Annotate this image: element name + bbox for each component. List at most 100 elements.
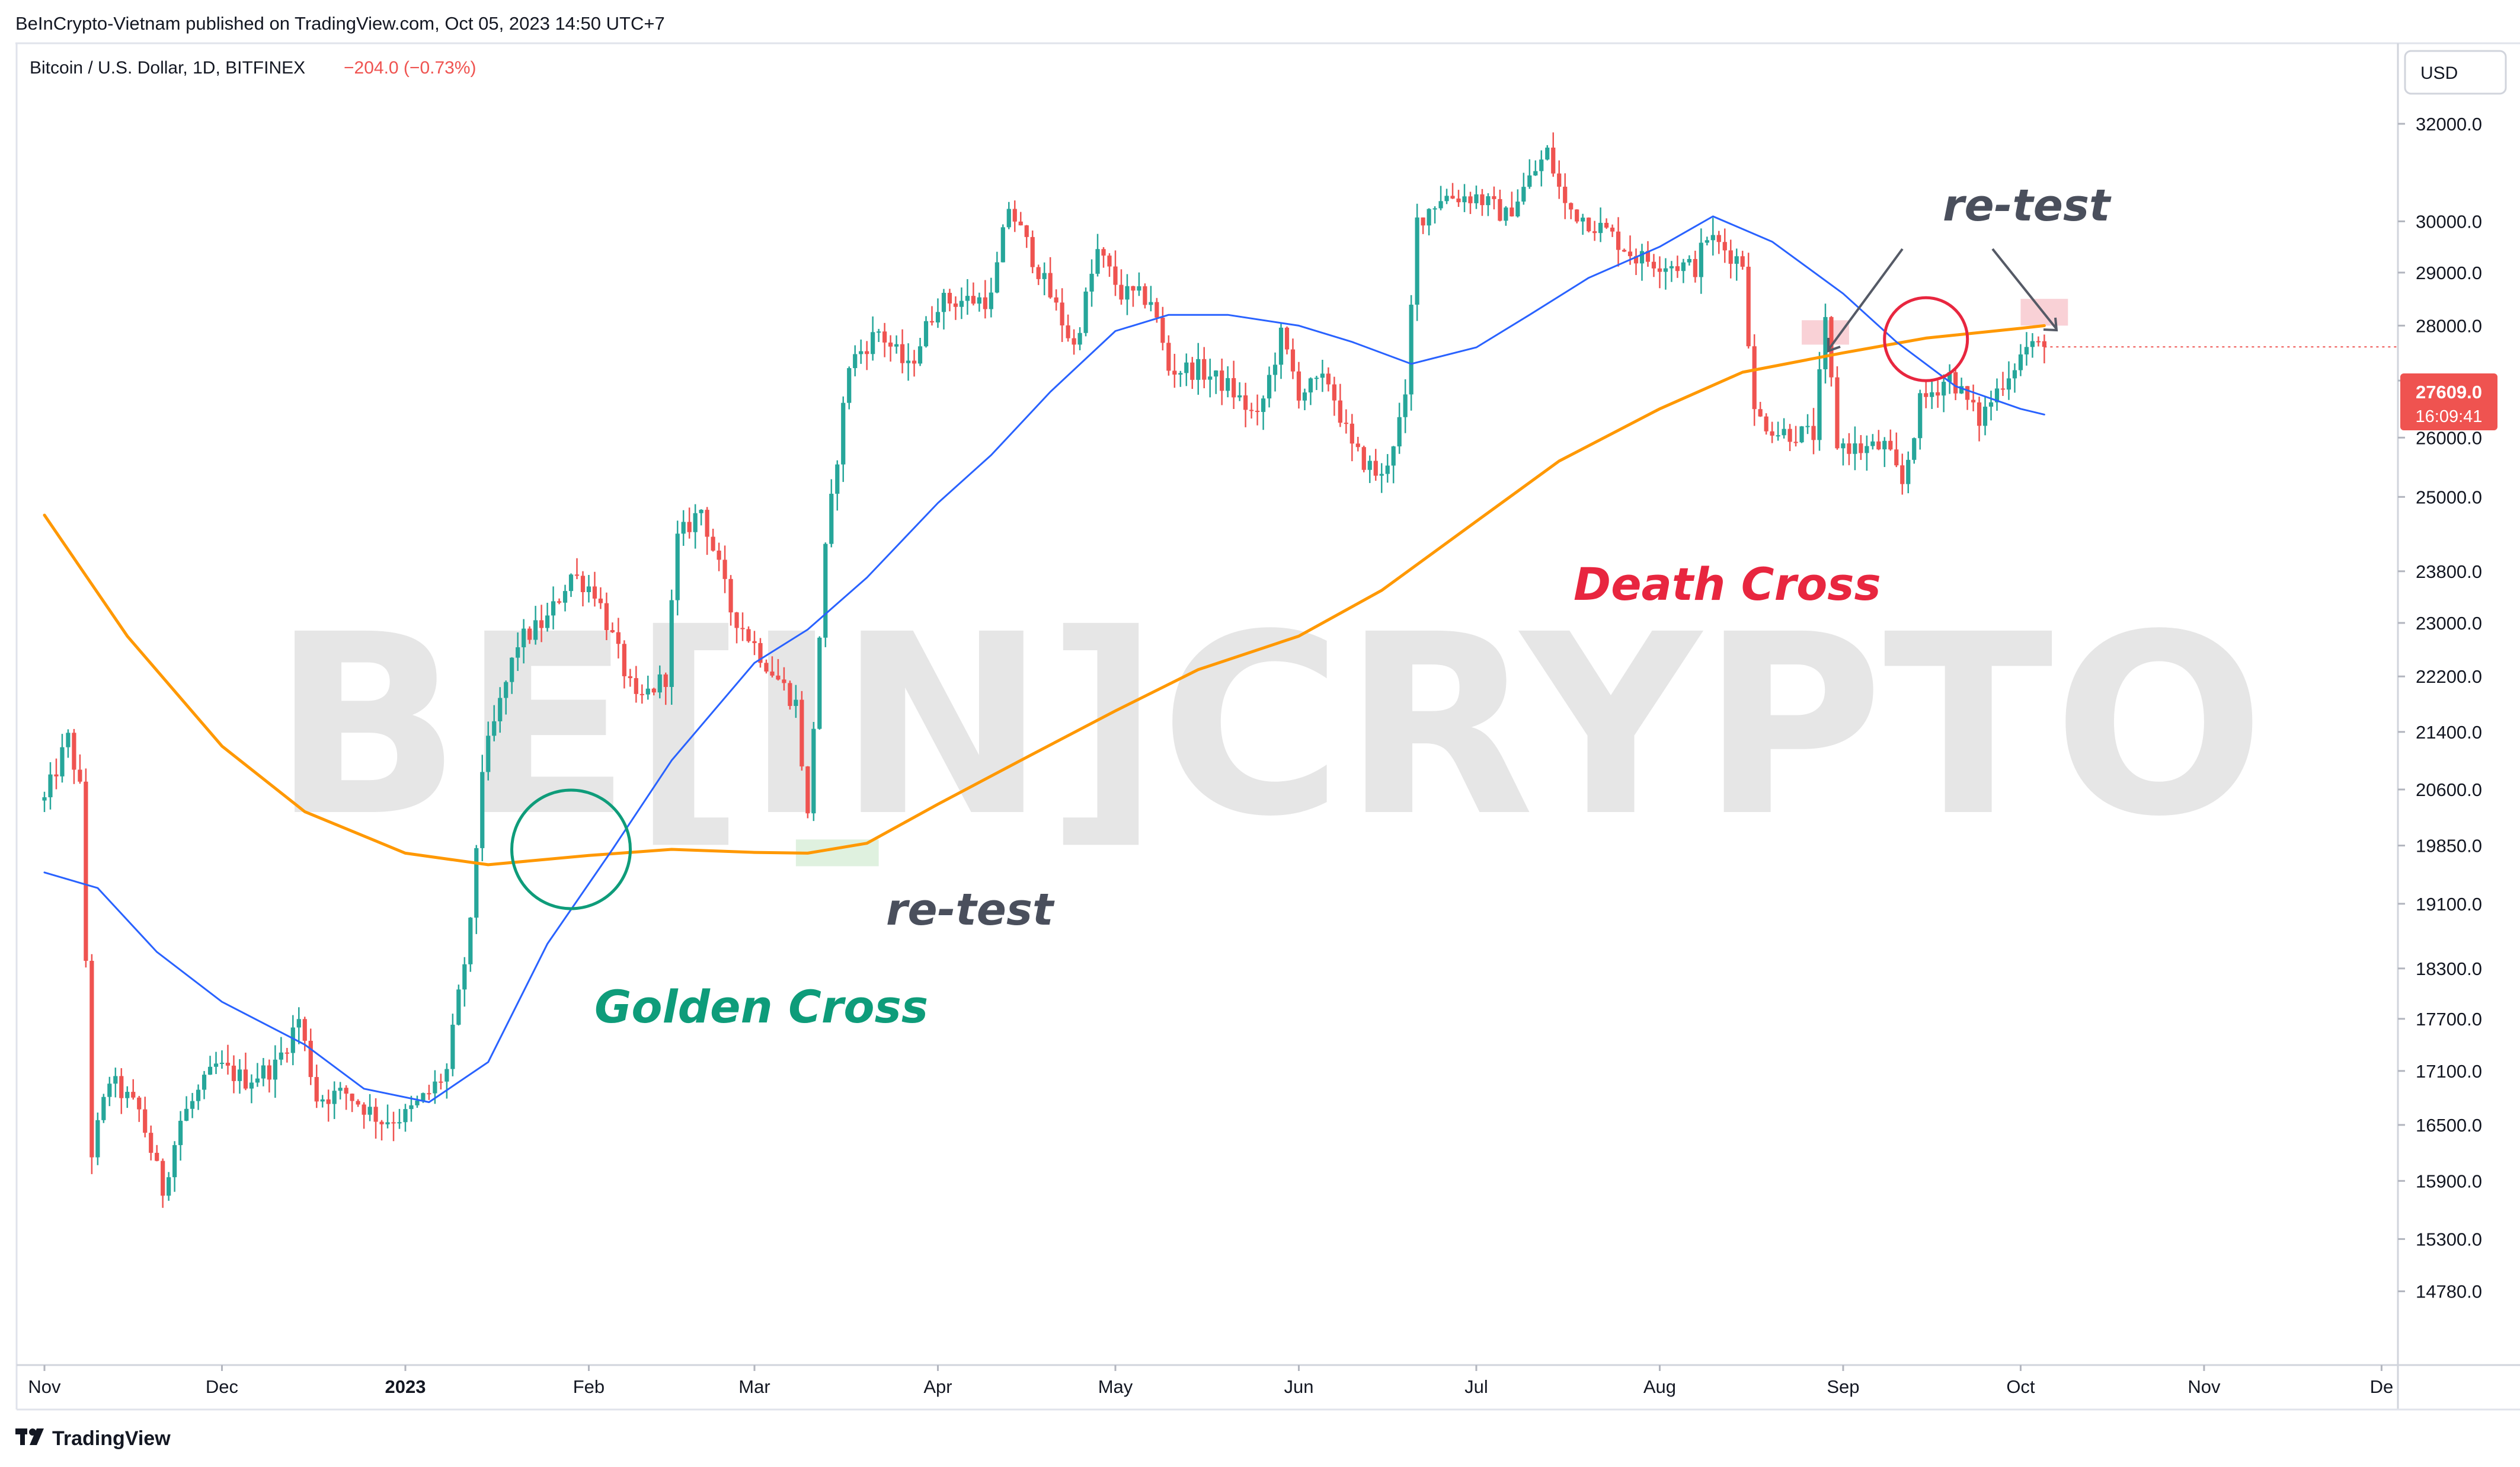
candle-body-up — [1261, 398, 1266, 413]
candle-body-down — [1220, 370, 1224, 391]
candle-body-down — [1971, 399, 1976, 402]
candle-body-down — [1284, 327, 1290, 350]
time-tick-label: May — [1098, 1376, 1133, 1397]
candle-body-up — [1077, 333, 1082, 345]
candle-body-up — [332, 1091, 337, 1104]
candle-body-up — [462, 964, 467, 990]
candle-body-down — [740, 628, 745, 629]
candle-body-down — [284, 1052, 289, 1054]
candle-body-down — [1202, 359, 1207, 380]
candle-body-down — [1900, 465, 1905, 484]
price-tick-label: 18300.0 — [2416, 958, 2482, 979]
candle-body-down — [1349, 423, 1354, 444]
currency-button[interactable] — [2404, 50, 2507, 95]
candle-body-up — [847, 368, 852, 403]
candle-body-up — [273, 1059, 277, 1080]
candle-body-up — [255, 1078, 260, 1083]
candle-body-up — [113, 1076, 118, 1084]
candle-body-up — [1308, 378, 1313, 393]
candle-body-up — [486, 736, 491, 772]
candle-body-down — [651, 688, 656, 693]
candle-body-down — [764, 663, 769, 672]
time-tick-label: De — [2370, 1376, 2394, 1397]
candle-body-down — [1030, 236, 1035, 267]
price-tick-label: 23000.0 — [2416, 613, 2482, 634]
candle-body-down — [1326, 373, 1331, 385]
candle-body-up — [1427, 209, 1431, 226]
candle-body-up — [1444, 196, 1449, 202]
retest-label-bottom: re-test — [886, 884, 1055, 935]
candle-body-up — [1196, 359, 1201, 380]
candle-body-up — [178, 1120, 183, 1145]
candle-body-down — [639, 693, 644, 695]
golden-cross-circle — [510, 788, 632, 910]
price-tick-label: 28000.0 — [2416, 315, 2482, 336]
candle-body-down — [1592, 231, 1597, 234]
candle-body-up — [1906, 459, 1911, 484]
candle-body-up — [237, 1069, 242, 1081]
candle-body-up — [1841, 443, 1846, 449]
candle-body-down — [1480, 194, 1485, 206]
candle-body-down — [356, 1101, 360, 1105]
candle-body-down — [1498, 199, 1502, 221]
candle-body-up — [2012, 370, 2017, 379]
candle-body-up — [811, 728, 816, 814]
candle-body-up — [474, 848, 479, 918]
candle-body-up — [1527, 175, 1532, 187]
candle-body-down — [2036, 341, 2041, 343]
moving-averages — [43, 215, 2046, 1103]
candle-body-up — [994, 262, 999, 293]
candle-body-up — [1226, 378, 1230, 391]
candle-body-up — [1095, 249, 1100, 274]
candle-body-up — [1000, 227, 1005, 263]
time-tick-label: Sep — [1827, 1376, 1859, 1397]
candle-body-down — [1569, 203, 1574, 210]
candle-body-down — [598, 598, 603, 603]
candle-body-up — [1006, 209, 1011, 228]
candle-body-down — [947, 293, 952, 304]
candle-body-down — [1355, 443, 1360, 448]
candle-body-up — [207, 1066, 213, 1075]
time-tick-label: Nov — [28, 1376, 61, 1397]
price-tick-label: 19850.0 — [2416, 836, 2482, 856]
candle-body-down — [161, 1161, 165, 1196]
candle-body-up — [1367, 461, 1372, 470]
candle-body-down — [1456, 198, 1461, 203]
candle-body-down — [1651, 261, 1656, 269]
retest-label-top: re-test — [1943, 180, 2112, 231]
candle-body-up — [1681, 262, 1686, 271]
candle-body-up — [1959, 386, 1964, 394]
time-tick-label: Jun — [1284, 1376, 1313, 1397]
candle-body-down — [119, 1076, 124, 1098]
last-price-value: 27609.0 — [2416, 382, 2482, 402]
candle-body-down — [1190, 362, 1195, 380]
candle-body-up — [60, 747, 65, 776]
candle-body-up — [196, 1089, 201, 1101]
candle-body-up — [841, 402, 846, 465]
price-tick-label: 29000.0 — [2416, 263, 2482, 283]
candle-body-up — [510, 657, 514, 682]
candle-body-up — [794, 699, 798, 707]
candle-body-down — [1936, 392, 1940, 396]
candle-body-up — [1089, 273, 1094, 292]
candle-body-down — [752, 641, 757, 643]
symbol-title: Bitcoin / U.S. Dollar, 1D, BITFINEX — [30, 58, 305, 78]
candle-body-down — [616, 632, 621, 644]
candle-body-up — [894, 344, 899, 347]
candle-body-up — [1982, 407, 1988, 426]
candle-body-up — [516, 647, 520, 658]
price-tick-label: 15300.0 — [2416, 1229, 2482, 1249]
candle-body-up — [1918, 393, 1923, 439]
candle-body-up — [1042, 273, 1047, 279]
price-tick-label: 22200.0 — [2416, 666, 2482, 687]
candle-body-up — [1385, 465, 1390, 474]
candle-body-up — [367, 1107, 372, 1115]
candle-body-down — [557, 601, 562, 603]
candle-body-down — [800, 699, 804, 767]
candle-body-up — [320, 1099, 325, 1102]
candle-body-down — [1847, 443, 1851, 454]
candle-body-down — [1160, 317, 1165, 343]
candle-body-up — [1988, 402, 1994, 407]
candle-body-down — [805, 766, 810, 814]
